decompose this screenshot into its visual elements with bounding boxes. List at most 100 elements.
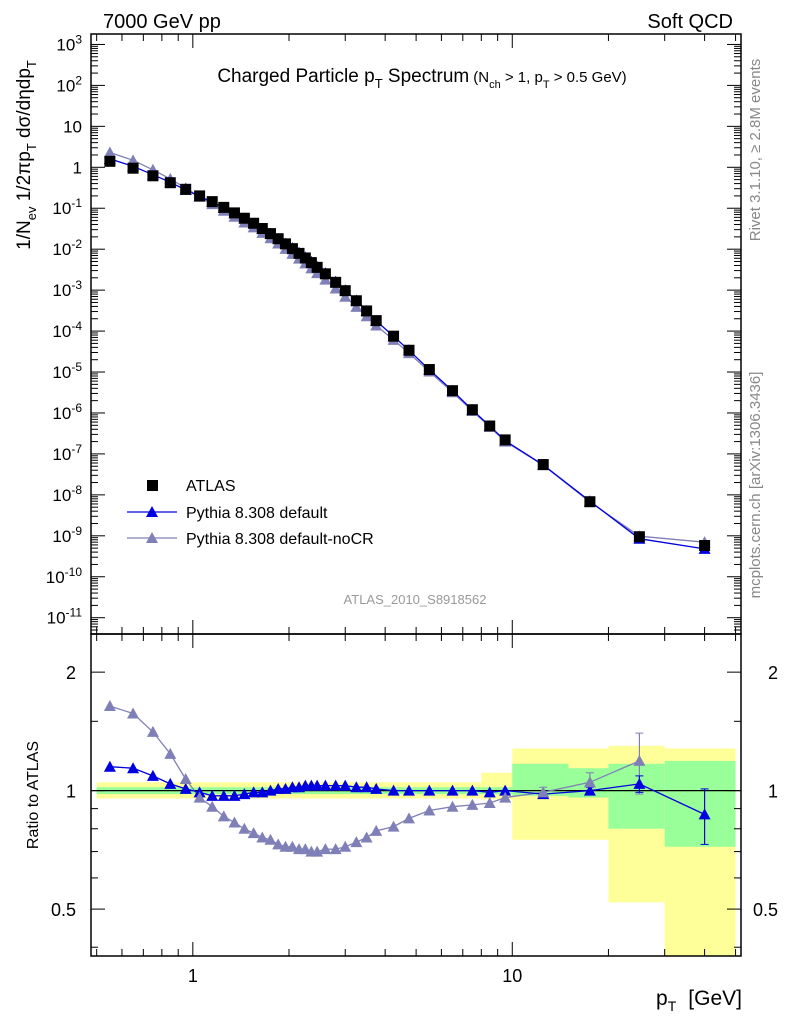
ratio-point-nocr (319, 843, 332, 855)
legend-marker-nocr (146, 532, 158, 543)
ratio-ticks: 1 10 2 2 1 1 0.5 0.5 (51, 634, 778, 986)
plot-title: Charged Particle pT Spectrum (Nch > 1, pT… (217, 66, 626, 91)
point-atlas (311, 261, 323, 273)
spectrum-y-axis-label: 1/Nev 1/2πpT dσ/dηdpT (14, 60, 39, 250)
ratio-point-nocr (402, 812, 415, 824)
point-nocr (329, 282, 342, 294)
ratio-point-default (350, 781, 363, 793)
band-green (608, 763, 665, 829)
legend-label-default: Pythia 8.308 default (186, 505, 328, 522)
ratio-point-nocr (583, 776, 596, 788)
point-nocr (350, 300, 363, 312)
ratio-point-nocr (466, 798, 479, 810)
point-atlas (147, 170, 159, 182)
point-atlas (272, 233, 284, 245)
point-atlas (403, 344, 415, 356)
ratio-point-nocr (537, 786, 550, 798)
ratio-point-nocr (272, 838, 285, 850)
ratio-point-default (339, 779, 352, 791)
y-tick-label: 10-11 (47, 606, 83, 628)
ratio-point-nocr (179, 773, 192, 785)
ratio-point-default (446, 784, 459, 796)
point-atlas (305, 257, 317, 269)
point-nocr (339, 290, 352, 302)
ratio-point-nocr (247, 827, 260, 839)
legend-marker-atlas (147, 480, 158, 491)
ratio-point-default (370, 782, 383, 794)
ratio-point-default (483, 786, 496, 798)
y-tick-label: 10-5 (52, 360, 82, 382)
point-atlas (484, 420, 496, 432)
point-atlas (127, 162, 139, 174)
point-atlas (633, 531, 645, 543)
y-tick-label: 10-8 (52, 483, 82, 505)
uncertainty-bands (96, 745, 736, 956)
ratio-point-default (499, 784, 512, 796)
ratio-point-nocr (483, 797, 496, 809)
legend-marker-default (146, 506, 158, 517)
point-atlas (228, 207, 240, 219)
y-tick-label: 10-3 (52, 278, 82, 300)
y-tick-label: 10-9 (52, 524, 82, 546)
ratio-point-nocr (633, 754, 646, 766)
spectrum-ticks: 10310210110-110-210-310-410-510-610-710-… (46, 32, 741, 635)
y-tick-label: 1 (73, 158, 82, 177)
ratio-point-nocr (286, 840, 299, 852)
ratio-y-tick-label-right: 1 (768, 782, 778, 802)
ratio-point-nocr (387, 820, 400, 832)
ratio-point-nocr (146, 725, 159, 737)
ratio-point-nocr (127, 707, 140, 719)
point-atlas (206, 196, 218, 208)
ratio-point-default (698, 808, 711, 820)
ratio-point-default (238, 788, 251, 800)
ratio-point-default (329, 779, 342, 791)
ratio-point-nocr (446, 800, 459, 812)
y-tick-label: 10 (63, 117, 82, 136)
ratio-point-default (311, 779, 324, 791)
y-tick-label: 10-4 (52, 319, 82, 341)
point-atlas (466, 404, 478, 416)
point-atlas (194, 190, 206, 202)
ratio-y-tick-label-right: 0.5 (753, 900, 778, 920)
point-atlas (286, 243, 298, 255)
ratio-point-default (206, 789, 219, 801)
ratio-point-default (179, 782, 192, 794)
point-atlas (248, 217, 260, 229)
y-tick-label: 102 (56, 73, 82, 95)
legend-label-atlas: ATLAS (186, 478, 236, 495)
point-atlas (361, 305, 373, 317)
x-axis-label: pT [GeV] (656, 987, 742, 1014)
point-atlas (499, 434, 511, 446)
band-green (664, 760, 736, 847)
point-atlas (350, 295, 362, 307)
ratio-point-default (466, 784, 479, 796)
ratio-y-tick-label-right: 2 (768, 663, 778, 683)
y-tick-label: 10-2 (52, 237, 82, 259)
point-nocr (127, 154, 140, 166)
point-atlas (104, 155, 116, 167)
ratio-point-nocr (164, 747, 177, 759)
ratio-point-nocr (206, 800, 219, 812)
ratio-y-tick-label: 2 (66, 663, 76, 683)
point-nocr (103, 146, 116, 158)
ratio-point-nocr (264, 833, 277, 845)
point-atlas (293, 247, 305, 259)
point-atlas (370, 315, 382, 327)
ratio-y-tick-label: 0.5 (51, 900, 76, 920)
point-atlas (299, 252, 311, 264)
ratio-panel: 1 10 2 2 1 1 0.5 0.5 (51, 633, 778, 986)
point-atlas (423, 364, 435, 376)
header-energy-label: 7000 GeV pp (103, 11, 221, 33)
ratio-point-default (217, 789, 230, 801)
y-tick-label: 103 (56, 32, 82, 54)
ratio-point-nocr (228, 816, 241, 828)
ratio-y-tick-label: 1 (66, 782, 76, 802)
y-tick-label: 10-7 (52, 442, 82, 464)
point-atlas (164, 177, 176, 189)
ratio-point-default (319, 779, 332, 791)
ratio-point-nocr (103, 700, 116, 712)
point-atlas (238, 212, 250, 224)
ratio-point-nocr (423, 804, 436, 816)
legend-label-nocr: Pythia 8.308 default-noCR (186, 531, 374, 548)
